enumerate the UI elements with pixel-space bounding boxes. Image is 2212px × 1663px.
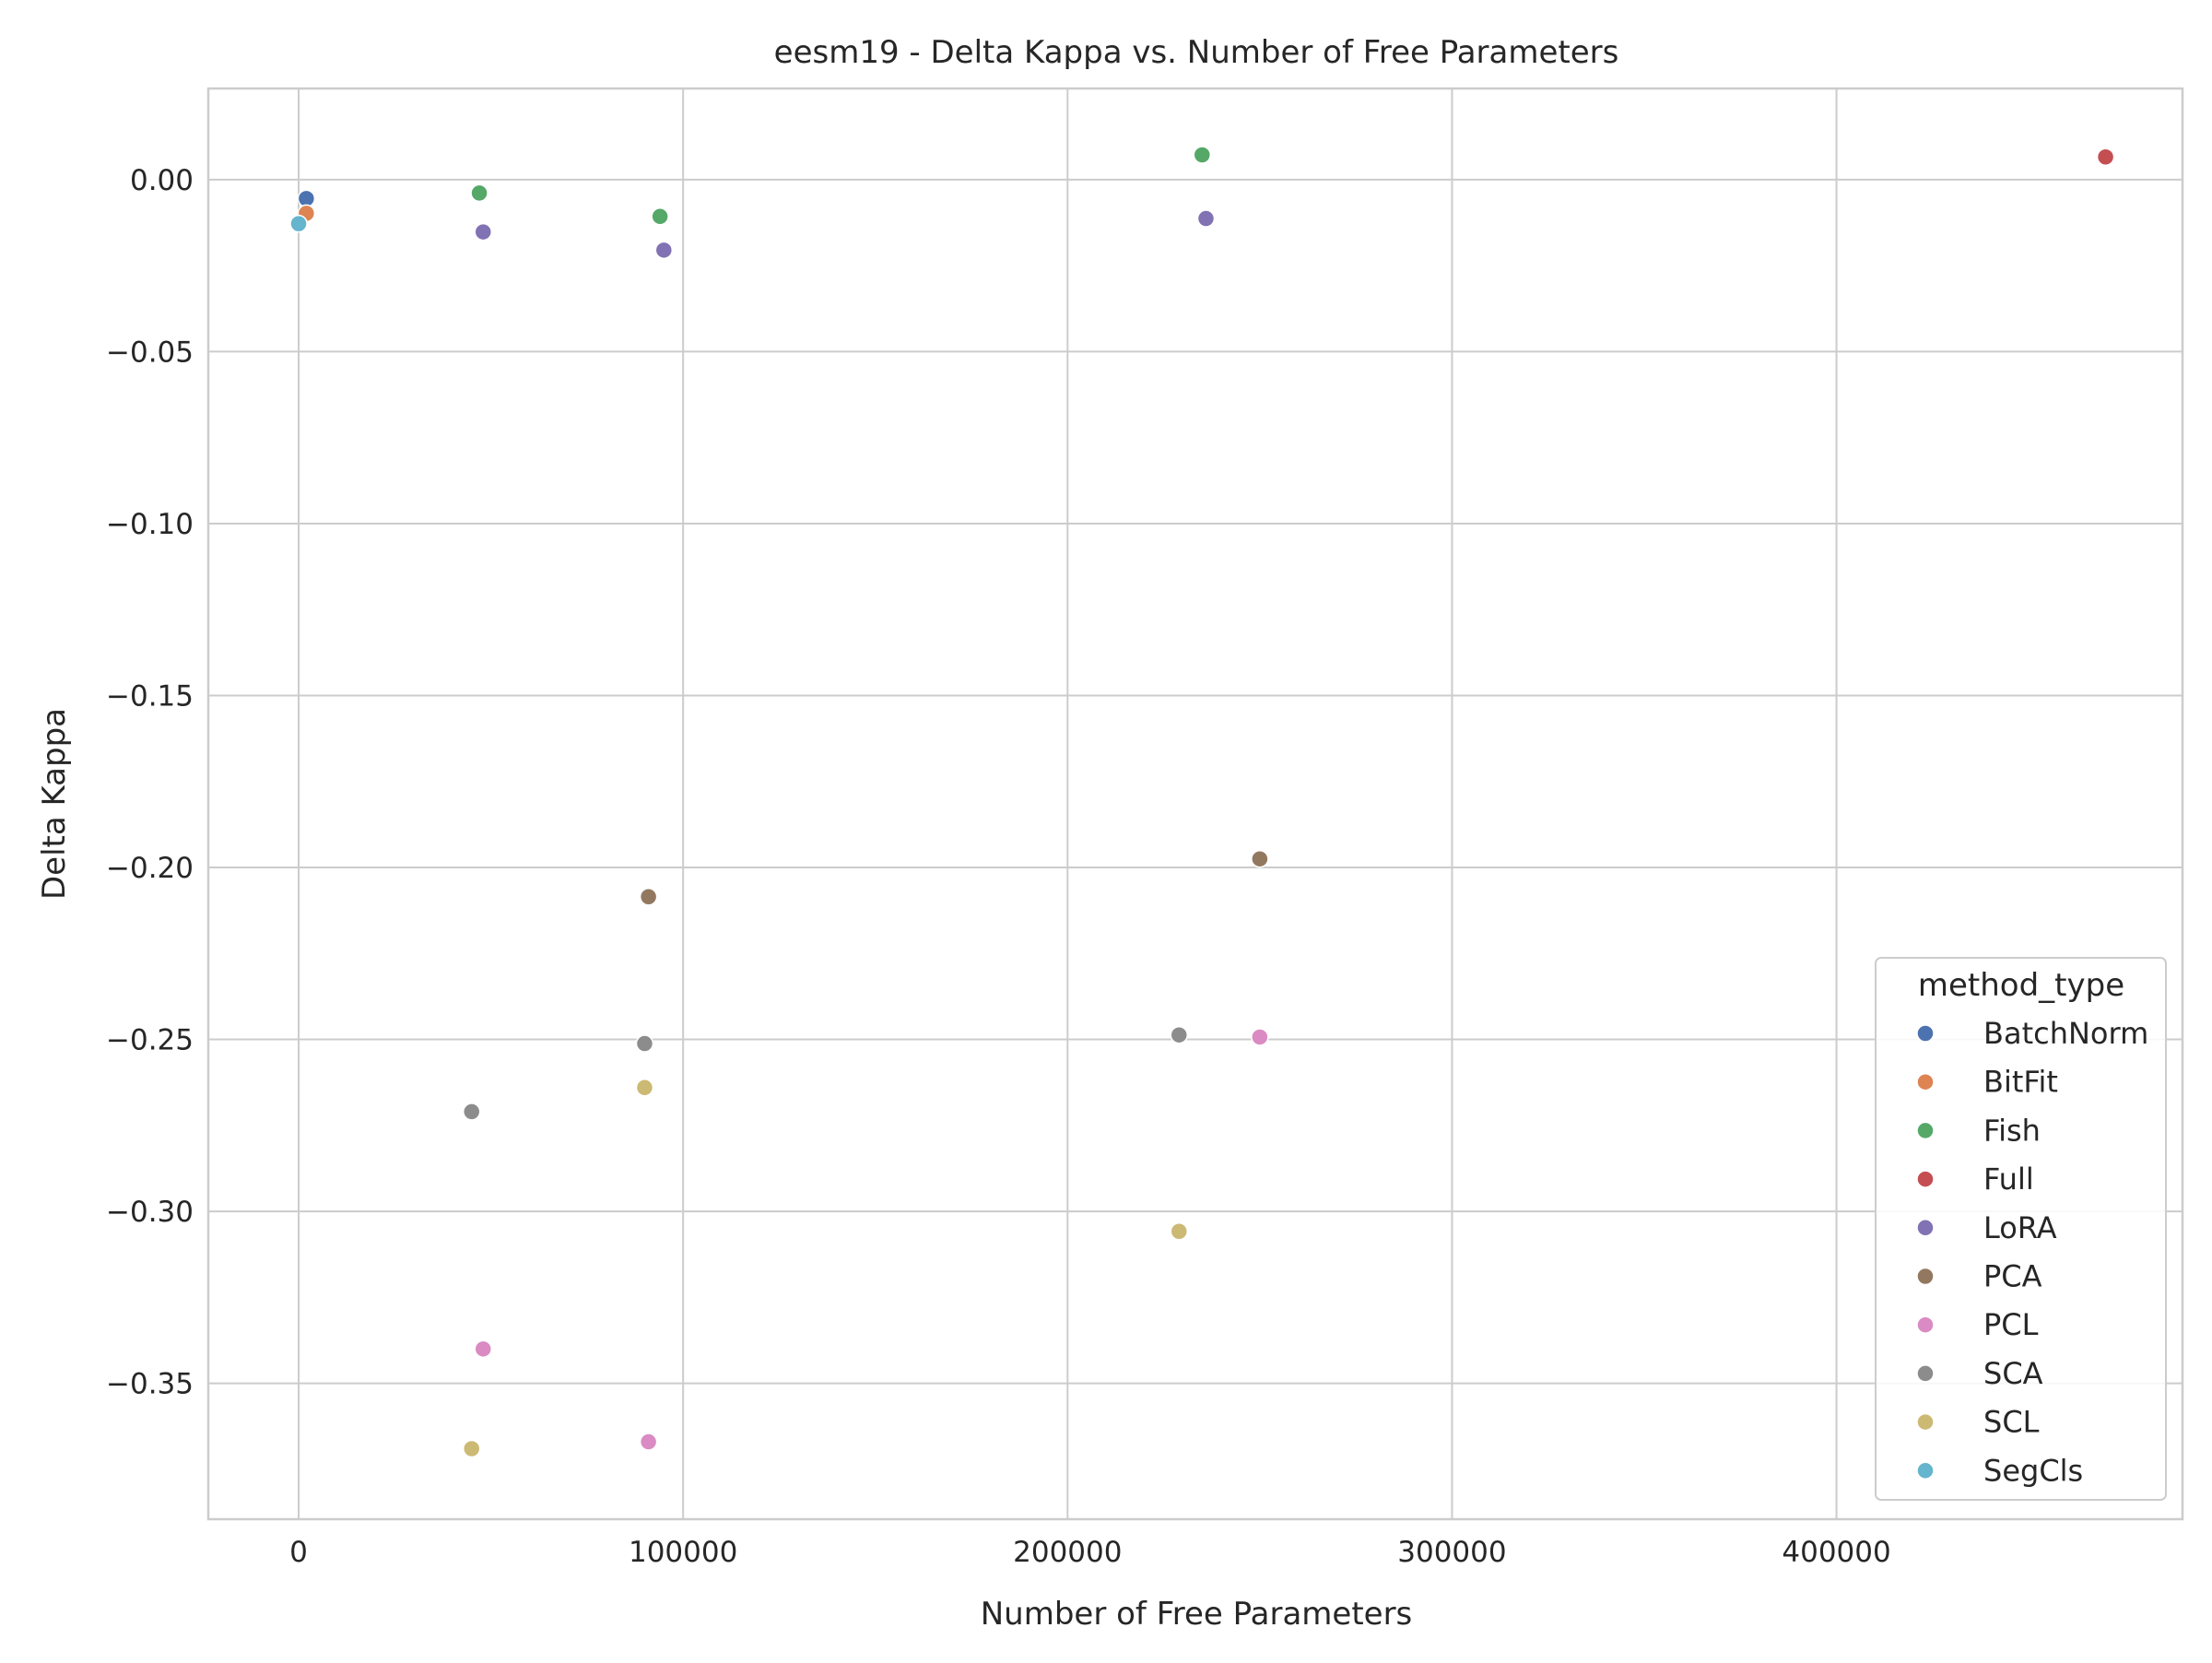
legend-label-scl: SCL [1983, 1405, 2040, 1440]
legend-label-segcls: SegCls [1983, 1453, 2083, 1488]
plot-frame [206, 87, 2184, 1521]
point-pca [1251, 849, 1269, 868]
y-tick-label: −0.25 [106, 1024, 194, 1057]
point-full [2096, 147, 2115, 166]
legend-label-lora: LoRA [1983, 1210, 2057, 1245]
point-lora [474, 222, 493, 242]
point-segcls [289, 214, 308, 233]
y-axis-label: Delta Kappa [36, 708, 73, 900]
point-lora [654, 241, 674, 260]
legend-marker-pca [1916, 1267, 1935, 1286]
legend-label-pca: PCA [1983, 1259, 2042, 1294]
point-pca [639, 887, 658, 906]
point-pcl [474, 1339, 493, 1359]
legend-marker-full [1916, 1170, 1935, 1188]
point-fish [470, 183, 488, 203]
legend-label-batchnorm: BatchNorm [1983, 1016, 2148, 1051]
tick-labels: 0 100000 200000 300000 400000 0.00 −0.05 −0.10 −… [106, 164, 1891, 1569]
point-fish [651, 207, 669, 226]
legend-label-full: Full [1983, 1162, 2034, 1197]
legend-label-bitfit: BitFit [1983, 1065, 2058, 1100]
data-points [289, 146, 2115, 1458]
legend-marker-fish [1916, 1121, 1935, 1140]
point-lora [1196, 209, 1216, 228]
legend-label-sca: SCA [1983, 1356, 2043, 1391]
point-sca [462, 1103, 481, 1121]
point-scl [1170, 1221, 1189, 1241]
grid-lines [208, 88, 2183, 1519]
plot-border [206, 87, 2184, 1521]
x-tick-label: 100000 [629, 1536, 737, 1569]
legend-marker-batchnorm [1916, 1024, 1935, 1043]
point-fish [1193, 146, 1212, 164]
x-tick-label: 400000 [1782, 1536, 1890, 1569]
point-pcl [1251, 1028, 1269, 1046]
y-tick-label: −0.15 [106, 679, 194, 713]
chart-title: eesm19 - Delta Kappa vs. Number of Free … [774, 34, 1619, 71]
y-tick-label: −0.35 [106, 1368, 194, 1401]
legend: method_type BatchNorm BitFit Fish Full LoRA P… [1875, 957, 2167, 1501]
legend-label-pcl: PCL [1983, 1307, 2039, 1342]
x-axis-label: Number of Free Parameters [981, 1596, 1413, 1633]
x-tick-label: 300000 [1397, 1536, 1506, 1569]
x-tick-label: 0 [289, 1536, 308, 1569]
legend-entries: BatchNorm BitFit Fish Full LoRA PCA PCL SCA SCL S… [1916, 1016, 2148, 1488]
point-sca [635, 1034, 654, 1053]
legend-marker-scl [1916, 1412, 1935, 1432]
legend-marker-segcls [1916, 1461, 1935, 1480]
point-scl [462, 1439, 481, 1458]
point-pcl [639, 1433, 658, 1451]
legend-marker-lora [1916, 1219, 1935, 1237]
legend-box [1875, 957, 2167, 1501]
point-sca [1170, 1025, 1189, 1044]
legend-marker-pcl [1916, 1315, 1935, 1334]
legend-label-fish: Fish [1983, 1113, 2041, 1148]
legend-title: method_type [1918, 967, 2124, 1004]
point-scl [635, 1079, 654, 1097]
y-tick-label: −0.10 [106, 508, 194, 541]
legend-marker-sca [1916, 1364, 1935, 1383]
y-tick-label: −0.05 [106, 336, 194, 369]
y-tick-label: 0.00 [130, 164, 194, 197]
legend-marker-bitfit [1916, 1072, 1935, 1091]
y-tick-label: −0.30 [106, 1196, 194, 1229]
x-tick-label: 200000 [1013, 1536, 1122, 1569]
y-tick-label: −0.20 [106, 852, 194, 885]
